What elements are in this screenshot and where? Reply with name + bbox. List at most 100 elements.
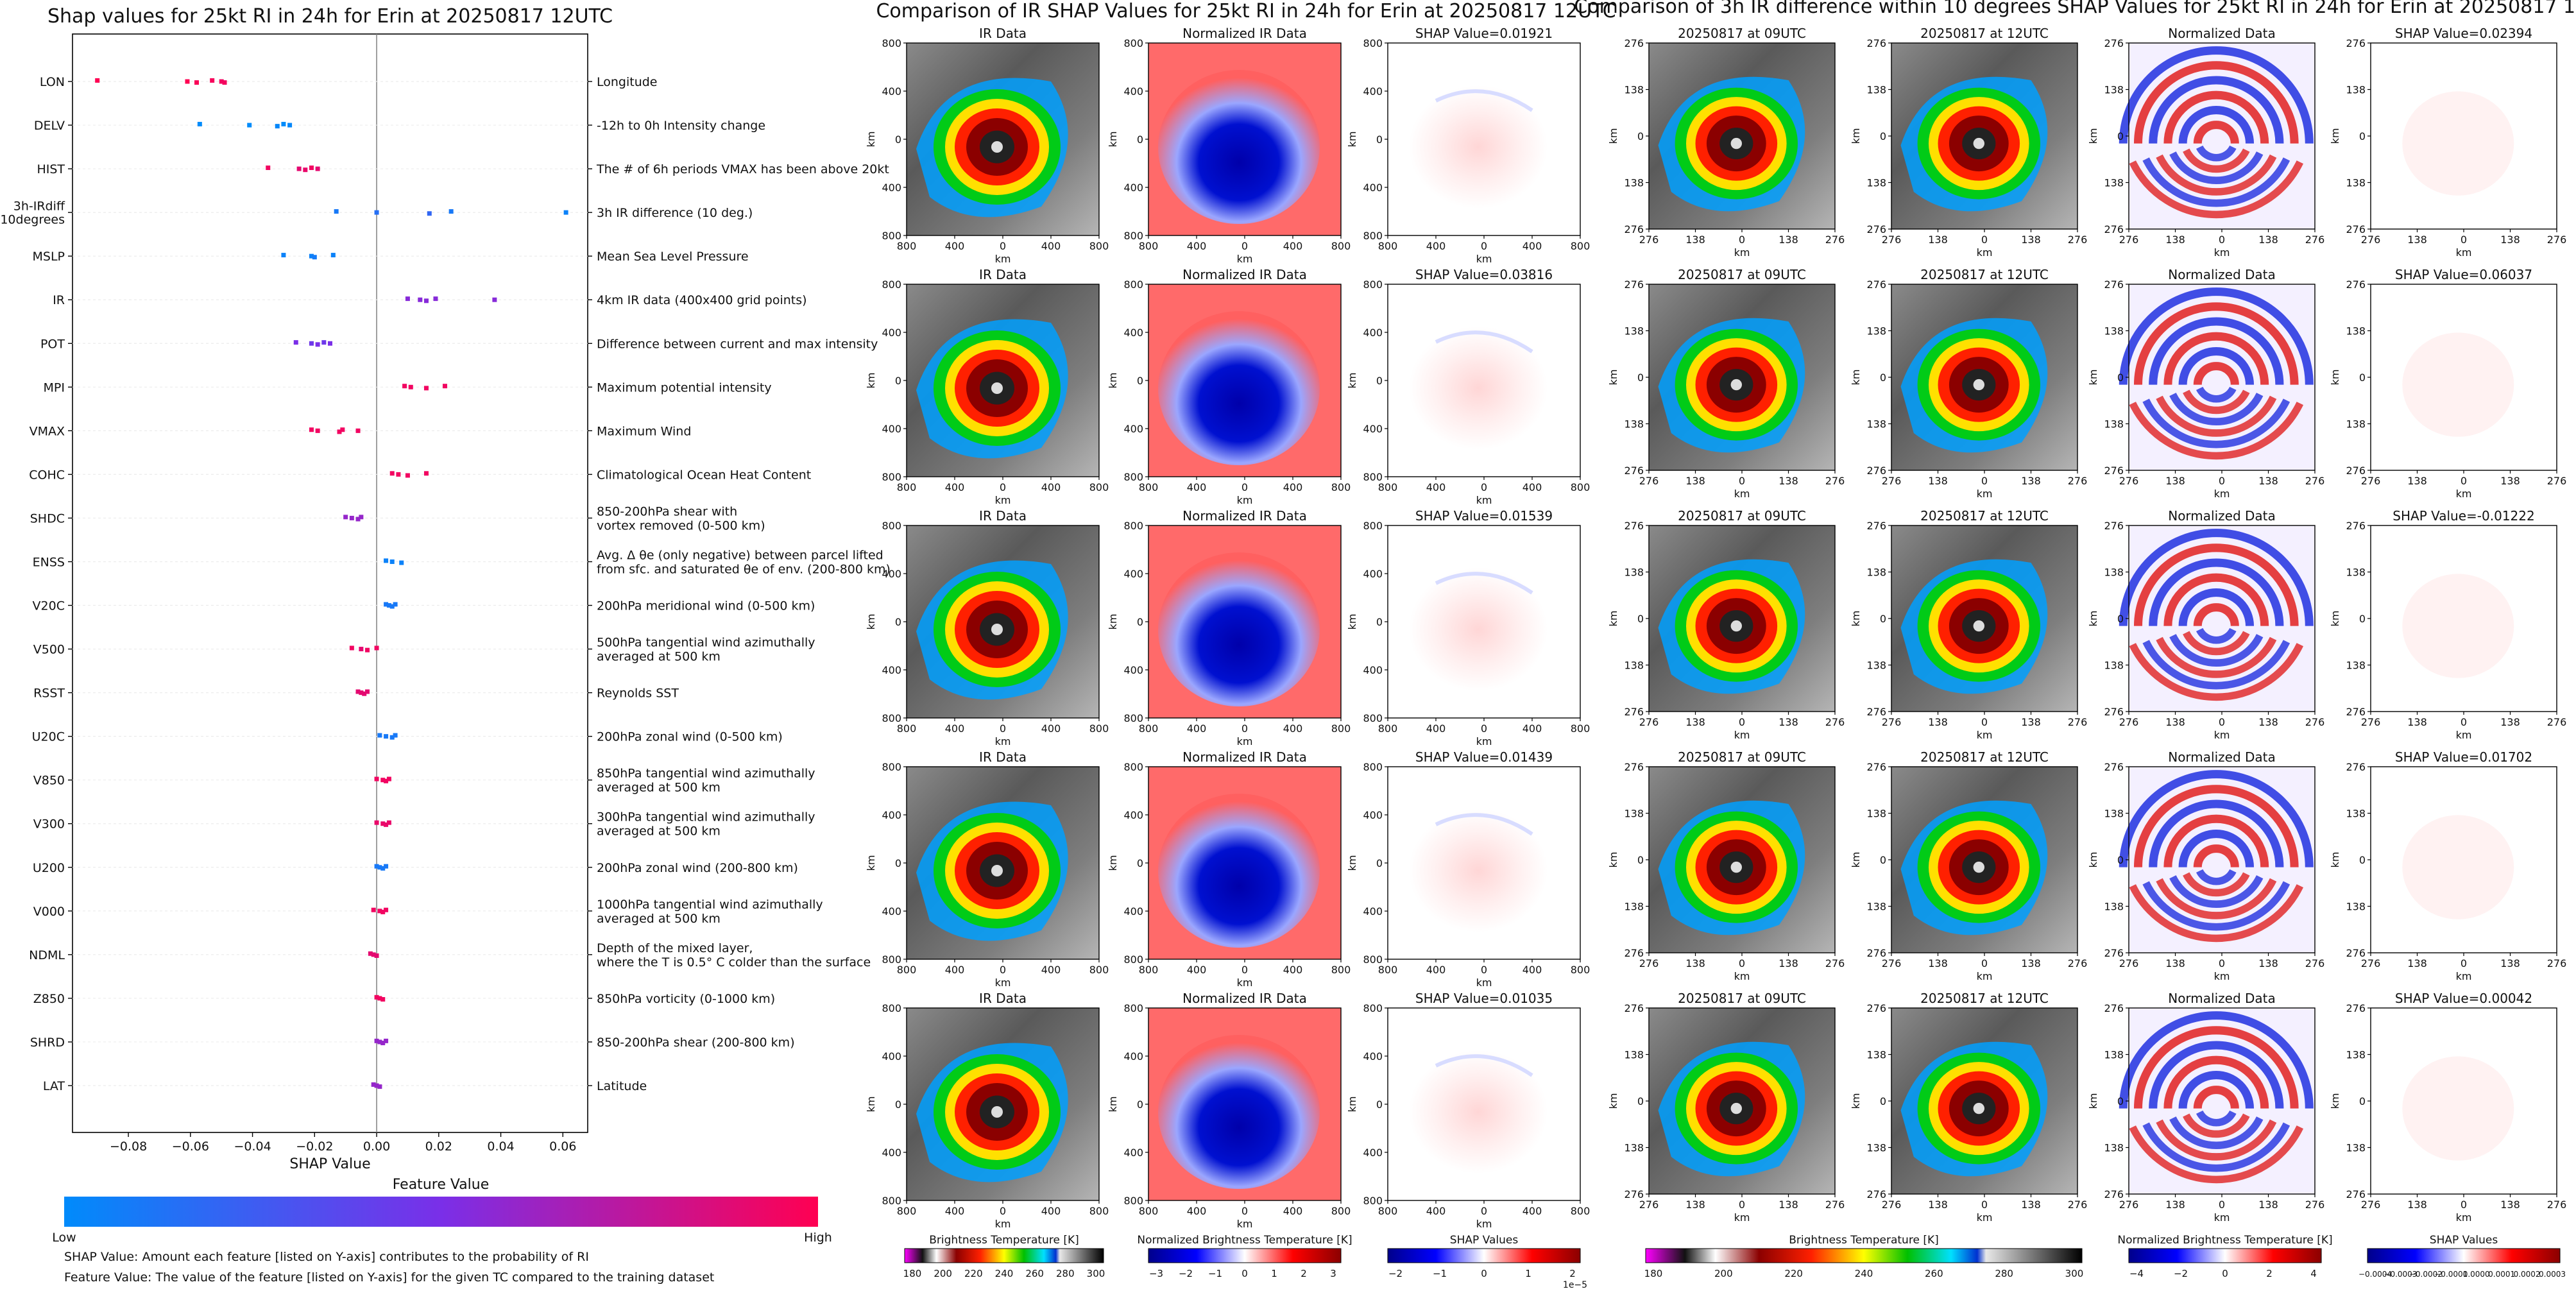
shap-point xyxy=(197,121,202,126)
irdiff-colorbar-title: Brightness Temperature [K] xyxy=(1789,1234,1938,1247)
subplot-title: Normalized IR Data xyxy=(1182,508,1307,524)
x-tick-label: 276 xyxy=(2068,475,2088,487)
x-tick-label: 138 xyxy=(1928,1199,1948,1211)
feature-name: SHDC xyxy=(30,511,65,525)
shap-point xyxy=(423,471,429,476)
ir-colorbar-tick: 2 xyxy=(1301,1268,1307,1279)
y-tick-label: 0 xyxy=(1376,133,1383,146)
x-tick-label: 138 xyxy=(1778,716,1798,728)
x-tick-label: 276 xyxy=(2305,716,2325,728)
shap-point xyxy=(384,558,389,563)
x-tick-label: 0 xyxy=(1981,475,1988,487)
x-tick-label: 276 xyxy=(2361,957,2381,969)
x-tick-label: 276 xyxy=(1639,1199,1659,1211)
diff-band xyxy=(2142,640,2290,690)
shap-point xyxy=(337,429,342,434)
shap-point xyxy=(389,735,395,740)
y-tick-label: 0 xyxy=(1137,616,1143,628)
shap-point xyxy=(374,953,379,958)
shap-diff-area xyxy=(2402,815,2514,919)
shap-x-tick-label: −0.02 xyxy=(296,1140,333,1154)
y-tick-label: 400 xyxy=(1123,85,1143,98)
shap-point xyxy=(384,907,389,912)
y-tick-label: 800 xyxy=(882,712,901,724)
y-tick-label: 0 xyxy=(1376,857,1383,869)
x-axis-label: km xyxy=(995,1218,1011,1230)
x-tick-label: 400 xyxy=(1187,722,1207,735)
ir-colorbar-tick: 0 xyxy=(1241,1268,1248,1279)
y-tick-label: 800 xyxy=(882,278,901,291)
x-tick-label: 0 xyxy=(1481,722,1487,735)
diff-band xyxy=(2133,543,2299,626)
feature-description: -12h to 0h Intensity change xyxy=(597,119,765,133)
irdiff-colorbar-title: SHAP Values xyxy=(2430,1234,2498,1247)
y-tick-label: 138 xyxy=(2104,325,2124,337)
subplot-title: IR Data xyxy=(979,749,1027,765)
x-tick-label: 400 xyxy=(1523,964,1542,976)
subplot-title: 20250817 at 09UTC xyxy=(1678,508,1806,524)
y-tick-label: 800 xyxy=(1123,953,1143,966)
feature-name: V850 xyxy=(33,774,65,788)
x-tick-label: 800 xyxy=(1139,481,1159,493)
y-tick-label: 0 xyxy=(1137,857,1143,869)
y-tick-label: 276 xyxy=(1624,1188,1644,1200)
subplot-title: 20250817 at 12UTC xyxy=(1920,26,2049,41)
x-tick-label: 138 xyxy=(2258,716,2278,728)
y-axis-label: km xyxy=(1607,852,1619,868)
x-tick-label: 276 xyxy=(1825,1199,1845,1211)
y-tick-label: 800 xyxy=(1363,37,1383,49)
x-tick-label: 400 xyxy=(1041,1205,1061,1217)
y-axis-label: km xyxy=(1346,855,1358,871)
y-tick-label: 276 xyxy=(2104,1002,2124,1014)
y-tick-label: 138 xyxy=(1624,84,1644,96)
feature-description: Avg. Δ θe (only negative) between parcel… xyxy=(597,548,883,562)
x-tick-label: 400 xyxy=(1283,722,1303,735)
y-tick-label: 400 xyxy=(1123,809,1143,821)
diff-band xyxy=(2196,869,2237,885)
x-tick-label: 138 xyxy=(2165,475,2185,487)
x-tick-label: 138 xyxy=(2165,1199,2185,1211)
feature-colorbar-title: Feature Value xyxy=(393,1177,490,1193)
x-tick-label: 800 xyxy=(1378,481,1398,493)
feature-description: 850hPa vorticity (0-1000 km) xyxy=(597,992,775,1006)
shap-point xyxy=(247,123,252,128)
y-tick-label: 276 xyxy=(2104,37,2124,49)
irdiff-colorbar-tick: 300 xyxy=(2065,1268,2084,1279)
y-axis-label: km xyxy=(1850,852,1862,868)
irdiff-colorbar-tick: 220 xyxy=(1784,1268,1803,1279)
y-tick-label: 800 xyxy=(1123,761,1143,773)
x-tick-label: 276 xyxy=(2547,957,2567,969)
shap-x-tick-label: −0.08 xyxy=(110,1140,147,1154)
x-axis-label: km xyxy=(2456,246,2472,259)
x-axis-label: km xyxy=(1734,970,1750,982)
feature-description: Difference between current and max inten… xyxy=(597,337,878,351)
shap-point xyxy=(408,384,413,389)
x-tick-label: 276 xyxy=(2068,716,2088,728)
shap-point xyxy=(389,559,395,564)
subplot-title: Normalized Data xyxy=(2168,26,2276,41)
x-axis-label: km xyxy=(2214,488,2230,500)
y-tick-label: 276 xyxy=(2346,520,2366,532)
x-tick-label: 0 xyxy=(2461,234,2467,246)
y-axis-label: km xyxy=(865,373,877,389)
shap-point xyxy=(374,820,379,825)
x-tick-label: 276 xyxy=(1639,234,1659,246)
x-tick-label: 138 xyxy=(1778,475,1798,487)
y-tick-label: 276 xyxy=(2346,37,2366,49)
y-tick-label: 276 xyxy=(1866,223,1886,235)
shap-point xyxy=(355,516,361,522)
shap-point xyxy=(374,210,379,215)
x-tick-label: 138 xyxy=(2021,234,2041,246)
irdiff-colorbar-tick: −0.0003 xyxy=(2384,1270,2417,1279)
subplot-title: IR Data xyxy=(979,991,1027,1006)
x-tick-label: 400 xyxy=(1283,240,1303,252)
feature-description: averaged at 500 km xyxy=(597,912,721,926)
y-tick-label: 400 xyxy=(1363,568,1383,580)
y-axis-label: km xyxy=(1346,373,1358,389)
y-tick-label: 0 xyxy=(1376,375,1383,387)
irdiff-colorbar-title: Normalized Brightness Temperature [K] xyxy=(2117,1234,2332,1247)
x-tick-label: 138 xyxy=(2165,234,2185,246)
y-tick-label: 138 xyxy=(1624,325,1644,337)
y-tick-label: 800 xyxy=(882,953,901,966)
x-tick-label: 276 xyxy=(2361,716,2381,728)
